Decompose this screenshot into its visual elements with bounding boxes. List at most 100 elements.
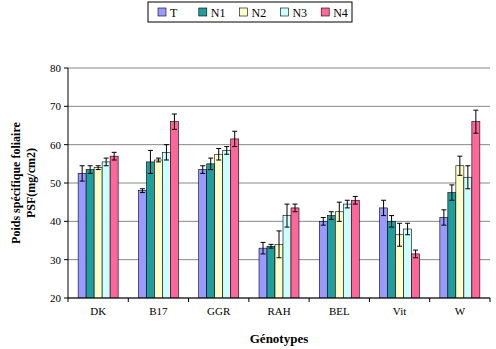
legend-label: T xyxy=(170,6,178,20)
bar xyxy=(267,246,275,298)
category-label: BEL xyxy=(329,305,350,317)
bar xyxy=(440,218,448,299)
tick-mark xyxy=(64,144,68,145)
error-bar xyxy=(389,216,394,228)
tick-label: 60 xyxy=(50,139,62,151)
category-tick xyxy=(490,298,491,302)
error-bar xyxy=(353,196,358,204)
bar xyxy=(327,216,335,298)
bar xyxy=(154,160,162,298)
error-bar xyxy=(232,131,237,146)
bar xyxy=(283,216,291,298)
error-bar xyxy=(397,223,402,246)
bar xyxy=(335,212,343,298)
category-tick xyxy=(188,298,189,302)
tick-mark xyxy=(64,106,68,107)
grid-line xyxy=(68,106,490,107)
category-label: GGR xyxy=(207,305,231,317)
y-axis xyxy=(68,68,69,298)
tick-label: 30 xyxy=(50,254,62,266)
bar xyxy=(464,177,472,298)
error-bar xyxy=(156,158,161,162)
error-bar xyxy=(261,242,266,254)
bar xyxy=(231,139,239,298)
tick-mark xyxy=(64,259,68,260)
tick-mark xyxy=(64,183,68,184)
grid-line xyxy=(68,221,490,222)
error-bar xyxy=(473,110,478,133)
tick-mark xyxy=(64,68,68,69)
tick-label: 70 xyxy=(50,100,62,112)
legend-swatch xyxy=(280,8,288,16)
legend-label: N1 xyxy=(211,6,226,20)
error-bar xyxy=(449,185,454,200)
error-bar xyxy=(224,147,229,155)
bar xyxy=(404,229,412,298)
grid-line xyxy=(68,144,490,145)
category-label: W xyxy=(455,305,466,317)
error-bar xyxy=(457,156,462,175)
category-label: Vit xyxy=(393,305,406,317)
legend-label: N2 xyxy=(252,6,267,20)
bar xyxy=(94,168,102,298)
bar xyxy=(259,248,267,298)
bar xyxy=(351,200,359,298)
x-axis xyxy=(68,298,490,299)
bar xyxy=(291,208,299,298)
legend-swatch xyxy=(321,8,329,16)
grid-line xyxy=(68,183,490,184)
error-bar xyxy=(208,158,213,170)
bar xyxy=(102,162,110,298)
error-bar xyxy=(321,218,326,226)
bar xyxy=(472,122,480,298)
legend-box xyxy=(148,2,352,22)
error-bar xyxy=(337,202,342,221)
legend-swatch xyxy=(199,8,207,16)
error-bar xyxy=(96,166,101,170)
bar xyxy=(199,170,207,298)
error-bar xyxy=(441,210,446,225)
bar xyxy=(380,208,388,298)
bar xyxy=(319,221,327,298)
category-tick xyxy=(429,298,430,302)
y-axis-title: Poids spécifique foliairePSF(mg/cm2) xyxy=(9,121,38,243)
error-bar xyxy=(140,189,145,193)
bar xyxy=(343,204,351,298)
bar xyxy=(448,193,456,298)
bars xyxy=(78,110,480,298)
error-bar xyxy=(285,204,290,227)
error-bar xyxy=(345,200,350,208)
error-bar xyxy=(405,223,410,235)
error-bar xyxy=(164,145,169,160)
category-tick xyxy=(68,298,69,302)
bar xyxy=(456,166,464,298)
bar xyxy=(110,156,118,298)
error-bar xyxy=(216,149,221,161)
error-bar xyxy=(277,231,282,258)
category-label: RAH xyxy=(267,305,290,317)
error-bar xyxy=(329,212,334,220)
tick-mark xyxy=(64,298,68,299)
bar xyxy=(388,221,396,298)
bar xyxy=(138,191,146,298)
error-bar xyxy=(104,158,109,166)
tick-label: 80 xyxy=(50,62,62,74)
error-bar xyxy=(112,152,117,160)
tick-label: 40 xyxy=(50,215,62,227)
error-bar xyxy=(413,250,418,258)
legend-label: N4 xyxy=(333,6,348,20)
error-bar xyxy=(269,244,274,248)
tick-label: 20 xyxy=(50,292,62,304)
bar xyxy=(170,122,178,298)
bar xyxy=(86,170,94,298)
error-bar xyxy=(200,166,205,174)
bar xyxy=(207,164,215,298)
bar xyxy=(412,254,420,298)
category-label: B17 xyxy=(149,305,168,317)
error-bar xyxy=(293,204,298,212)
error-bar xyxy=(381,200,386,215)
legend-swatch xyxy=(158,8,166,16)
error-bar xyxy=(88,166,93,174)
bar xyxy=(223,150,231,298)
x-axis-title: Génotypes xyxy=(250,331,309,346)
